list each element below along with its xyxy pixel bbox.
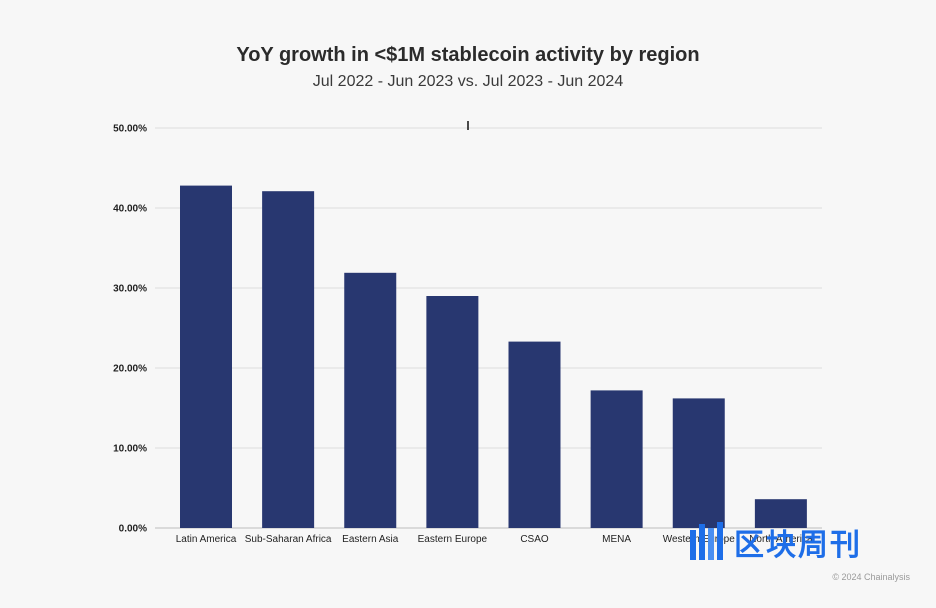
- bar-north-america: [754, 499, 807, 528]
- x-tick-label: Latin America: [176, 534, 237, 545]
- watermark-text: 区块周刊: [734, 528, 862, 563]
- bars: [180, 185, 807, 528]
- x-tick-label: Eastern Europe: [418, 534, 488, 545]
- chart-title: YoY growth in <$1M stablecoin activity b…: [236, 44, 700, 66]
- bar-western-europe: [672, 398, 725, 528]
- x-tick-label: North America: [749, 534, 813, 545]
- y-tick-label: 50.00%: [113, 124, 147, 135]
- y-tick-label: 20.00%: [113, 364, 147, 375]
- y-tick-label: 10.00%: [113, 444, 147, 455]
- bar-mena: [590, 390, 643, 528]
- chart-subtitle: Jul 2022 - Jun 2023 vs. Jul 2023 - Jun 2…: [312, 73, 624, 90]
- x-tick-label: MENA: [602, 534, 631, 545]
- watermark: 区块周刊: [688, 520, 862, 564]
- copyright-text: © 2024 Chainalysis: [832, 572, 910, 582]
- y-tick-label: 40.00%: [113, 204, 147, 215]
- y-tick-label: 30.00%: [113, 284, 147, 295]
- x-tick-label: CSAO: [520, 534, 549, 545]
- y-axis-ticks: 0.00% 10.00% 20.00% 30.00% 40.00% 50.00%: [113, 124, 147, 535]
- bar-csao: [508, 341, 561, 528]
- y-tick-label: 0.00%: [119, 524, 147, 535]
- x-axis-labels: Latin America Sub-Saharan Africa Eastern A…: [176, 534, 813, 545]
- bar-eastern-asia: [344, 272, 397, 528]
- x-tick-label: Eastern Asia: [342, 534, 399, 545]
- x-tick-label: Sub-Saharan Africa: [245, 534, 332, 545]
- bar-latin-america: [180, 185, 232, 528]
- x-tick-label: Western Europe: [663, 534, 736, 545]
- bar-sub-saharan-africa: [262, 191, 315, 528]
- bar-eastern-europe: [426, 296, 479, 528]
- watermark-logo-icon: [690, 522, 723, 560]
